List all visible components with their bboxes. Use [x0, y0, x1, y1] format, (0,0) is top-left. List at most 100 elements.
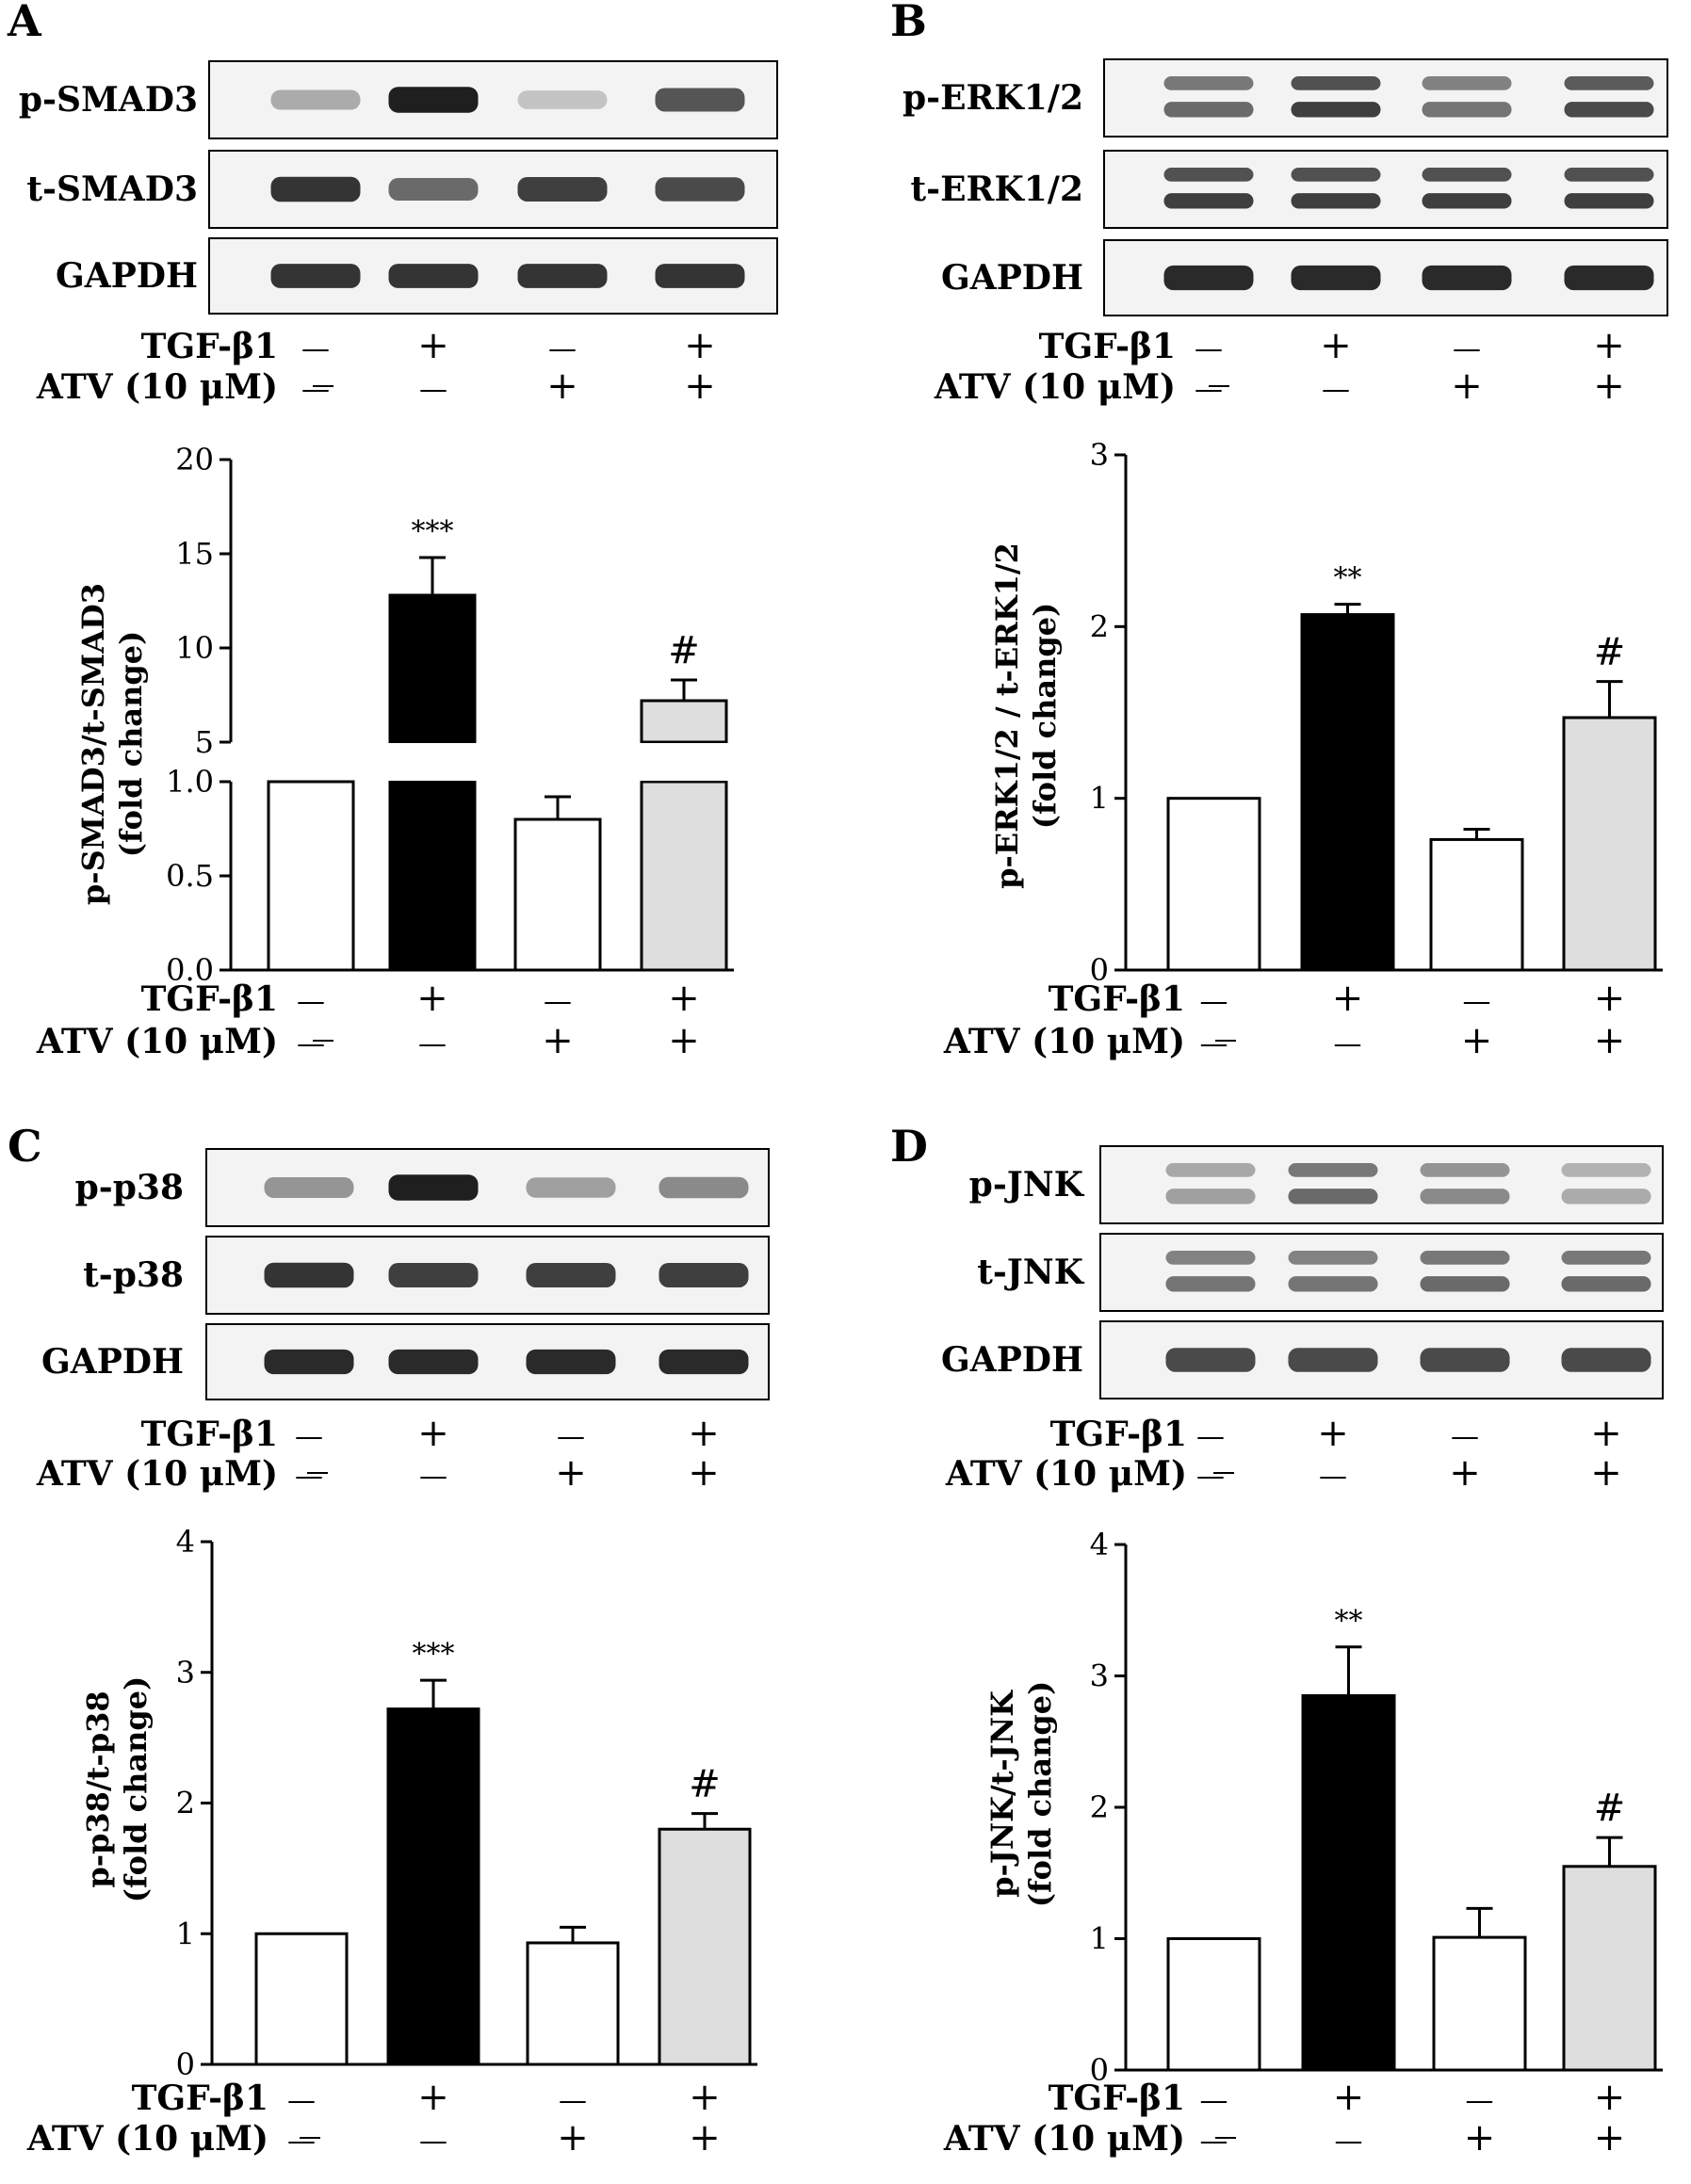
blot-tgf-label: TGF-β1: [141, 1415, 278, 1454]
blot-tgf-plus-1: +: [1320, 324, 1352, 367]
blot-gapdh: GAPDH: [941, 1320, 1664, 1399]
band-lower: [1422, 193, 1512, 209]
blot-tgf-minus-0: —: [301, 332, 330, 365]
band-lower: [1420, 1189, 1510, 1205]
blot-tgf-label: TGF-β1: [1050, 1415, 1187, 1454]
band-upper: [1165, 1251, 1256, 1265]
band-lower: [1422, 102, 1512, 118]
band-lower: [1561, 1189, 1651, 1205]
band-lower: [1288, 1276, 1378, 1292]
bar-chart: *** #0.0 0.5 1.0 5 10 15 20 p-SMAD3/t-SMAD3 (fold…: [36, 442, 734, 1062]
blot-atv-label: ATV (10 μM): [36, 367, 278, 407]
blot-tgf-label: TGF-β1: [1039, 327, 1176, 366]
band-upper: [1564, 76, 1654, 90]
chart-tgf-label: TGF-β1: [1049, 979, 1185, 1019]
band-upper: [1422, 168, 1512, 182]
band: [270, 89, 361, 110]
band: [388, 1174, 479, 1201]
y-tick-label: 3: [176, 1655, 195, 1691]
band: [264, 1349, 354, 1375]
band: [1163, 265, 1254, 291]
blot-atv-plus-3: +: [1593, 364, 1625, 408]
chart-tgf-minus-0: —: [297, 985, 325, 1018]
blot-frame: [1103, 58, 1668, 138]
blot-tgf-minus-2: —: [1453, 332, 1481, 365]
blot-label: p-JNK: [969, 1165, 1085, 1205]
band-upper: [1163, 76, 1254, 90]
bar-1: [1301, 1693, 1396, 2072]
blot-t-jnk: t-JNK: [977, 1233, 1664, 1312]
blot-label: t-SMAD3: [26, 170, 198, 209]
y-tick-label: 15: [175, 536, 214, 572]
blot-label: GAPDH: [56, 256, 198, 296]
y-tick-label: 1: [1090, 1921, 1109, 1957]
chart-atv-plus-2: +: [1461, 1019, 1493, 1062]
blot-tgf-plus-1: +: [1317, 1412, 1349, 1455]
chart-tgf-minus-0: —: [1200, 2084, 1228, 2117]
band-upper: [1291, 76, 1381, 90]
y-tick-label: 2: [1090, 1789, 1109, 1825]
band: [388, 264, 479, 288]
band: [1564, 265, 1654, 291]
band: [517, 90, 608, 109]
blot-tgf-plus-3: +: [1593, 324, 1625, 367]
chart-atv-minus-1: —: [1334, 1027, 1362, 1060]
blot-p-jnk: p-JNK: [969, 1145, 1664, 1224]
chart-tgf-minus-0: —: [1200, 985, 1228, 1018]
bar-3-break: [639, 743, 729, 781]
chart-atv-label: ATV (10 μM): [26, 2119, 268, 2159]
band: [526, 1177, 616, 1198]
band: [1422, 265, 1512, 291]
blot-tgf-minus-0: —: [1195, 332, 1223, 365]
bar-2: [513, 817, 602, 972]
chart-tgf-minus-0: —: [287, 2084, 316, 2117]
chart-atv-label: ATV (10 μM): [943, 1022, 1185, 1061]
band: [659, 1263, 749, 1287]
blot-atv-minus-1: —: [1319, 1460, 1347, 1493]
band: [270, 264, 361, 288]
band: [1291, 265, 1381, 291]
band: [526, 1263, 616, 1287]
band: [1561, 1348, 1651, 1372]
band-lower: [1291, 193, 1381, 209]
significance-stars-1: **: [1335, 1605, 1363, 1638]
band: [1288, 1348, 1378, 1372]
blot-atv-minus-1: —: [1322, 373, 1350, 406]
significance-hash-3: #: [1594, 631, 1626, 674]
blot-atv-minus-0: —: [301, 373, 330, 406]
chart-atv-plus-3: +: [689, 2116, 721, 2160]
chart-atv-plus-3: +: [668, 1019, 700, 1062]
band-upper: [1420, 1251, 1510, 1265]
bar-1-break: [387, 743, 478, 781]
chart-atv-minus-1: —: [419, 2125, 447, 2158]
blot-label: p-SMAD3: [19, 80, 198, 120]
band: [388, 1263, 479, 1287]
band: [388, 178, 479, 201]
chart-tgf-minus-2: —: [1463, 985, 1491, 1018]
blot-tgf-plus-3: +: [684, 324, 716, 367]
bar-3: [640, 780, 728, 972]
significance-stars-1: **: [1334, 562, 1362, 595]
band: [270, 176, 361, 202]
y-tick-label: 0.0: [166, 952, 214, 988]
y-tick-label: 20: [175, 442, 214, 477]
chart-atv-minus-1: —: [418, 1027, 447, 1060]
bar-3: [658, 1827, 752, 2066]
chart-atv-plus-3: +: [1594, 2116, 1626, 2160]
band: [264, 1177, 354, 1198]
blot-gapdh: GAPDH: [41, 1323, 770, 1400]
blot-atv-plus-2: +: [1449, 1451, 1481, 1495]
band: [517, 264, 608, 288]
blot-atv-label: ATV (10 μM): [945, 1454, 1187, 1494]
chart-tgf-label: TGF-β1: [132, 2079, 268, 2118]
band-lower: [1165, 1276, 1256, 1292]
blot-tgf-plus-3: +: [688, 1412, 720, 1455]
y-tick-label: 1.0: [166, 764, 214, 800]
blot-label: t-p38: [83, 1255, 184, 1295]
y-tick-label: 2: [1090, 608, 1109, 644]
y-tick-label: 0: [1090, 2052, 1109, 2088]
band: [1165, 1348, 1256, 1372]
band-upper: [1291, 168, 1381, 182]
